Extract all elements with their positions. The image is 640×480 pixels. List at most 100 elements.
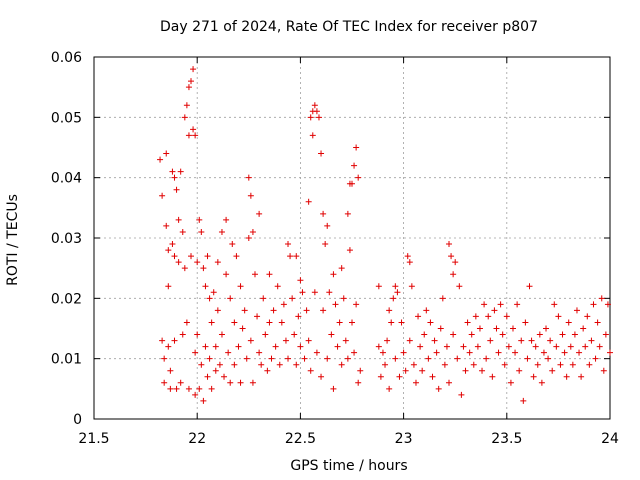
data-point — [212, 343, 219, 350]
data-point — [543, 325, 550, 332]
data-point — [313, 108, 320, 115]
data-point — [291, 331, 298, 338]
data-point — [241, 307, 248, 314]
data-point — [598, 295, 605, 302]
data-point — [450, 271, 457, 278]
data-point — [328, 331, 335, 338]
data-point — [192, 132, 199, 139]
data-point — [439, 295, 446, 302]
data-point — [202, 343, 209, 350]
data-point — [249, 379, 256, 386]
data-point — [452, 259, 459, 266]
data-point — [408, 283, 415, 290]
data-point — [386, 385, 393, 392]
data-point — [551, 301, 558, 308]
data-point — [313, 349, 320, 356]
data-point — [357, 367, 364, 374]
y-tick-label: 0.03 — [51, 231, 82, 247]
data-point — [388, 319, 395, 326]
data-point — [303, 307, 310, 314]
data-point — [557, 361, 564, 368]
data-point — [336, 319, 343, 326]
data-point — [435, 385, 442, 392]
data-point — [190, 66, 197, 73]
data-point — [526, 283, 533, 290]
data-point — [212, 367, 219, 374]
data-point — [503, 313, 510, 320]
data-point — [427, 319, 434, 326]
y-tick-label: 0 — [73, 412, 82, 428]
data-point — [198, 228, 205, 235]
data-point — [214, 259, 221, 266]
data-point — [239, 325, 246, 332]
data-point — [227, 379, 234, 386]
data-point — [545, 355, 552, 362]
data-point — [571, 331, 578, 338]
data-point — [536, 331, 543, 338]
data-point — [256, 349, 263, 356]
data-points — [157, 66, 613, 404]
data-point — [208, 319, 215, 326]
data-point — [520, 397, 527, 404]
data-point — [509, 325, 516, 332]
y-tick-label: 0.02 — [51, 291, 82, 307]
data-point — [282, 337, 289, 344]
data-point — [472, 313, 479, 320]
data-point — [377, 373, 384, 380]
data-point — [462, 367, 469, 374]
data-point — [192, 391, 199, 398]
data-point — [330, 271, 337, 278]
data-point — [505, 343, 512, 350]
data-point — [270, 307, 277, 314]
data-point — [412, 379, 419, 386]
x-tick-label: 22.5 — [285, 431, 316, 447]
data-point — [487, 337, 494, 344]
data-point — [173, 385, 180, 392]
data-point — [192, 349, 199, 356]
data-point — [181, 265, 188, 272]
data-point — [157, 156, 164, 163]
data-point — [561, 349, 568, 356]
data-point — [392, 355, 399, 362]
data-point — [311, 102, 318, 109]
data-point — [549, 367, 556, 374]
data-point — [247, 337, 254, 344]
data-point — [349, 180, 355, 187]
data-point — [204, 373, 211, 380]
data-point — [268, 355, 275, 362]
data-point — [200, 265, 207, 272]
data-point — [456, 283, 463, 290]
data-point — [169, 241, 176, 248]
data-point — [266, 271, 273, 278]
data-point — [218, 228, 225, 235]
data-point — [569, 361, 576, 368]
data-point — [355, 379, 362, 386]
data-point — [183, 102, 190, 109]
data-point — [353, 301, 360, 308]
data-point — [171, 174, 178, 181]
data-point — [353, 144, 360, 151]
data-point — [346, 247, 353, 254]
data-point — [258, 361, 265, 368]
data-point — [165, 343, 172, 350]
data-point — [237, 379, 244, 386]
y-tick-label: 0.05 — [51, 110, 82, 126]
data-point — [159, 192, 166, 199]
data-point — [334, 343, 341, 350]
data-point — [266, 319, 273, 326]
data-point — [402, 367, 409, 374]
data-point — [309, 132, 316, 139]
data-point — [231, 319, 238, 326]
data-point — [580, 325, 587, 332]
data-point — [188, 253, 195, 260]
data-point — [592, 355, 599, 362]
data-point — [181, 114, 188, 121]
data-point — [417, 343, 424, 350]
data-point — [344, 355, 351, 362]
data-point — [254, 313, 261, 320]
data-point — [293, 361, 300, 368]
data-point — [194, 331, 201, 338]
data-point — [518, 337, 525, 344]
data-point — [437, 325, 444, 332]
